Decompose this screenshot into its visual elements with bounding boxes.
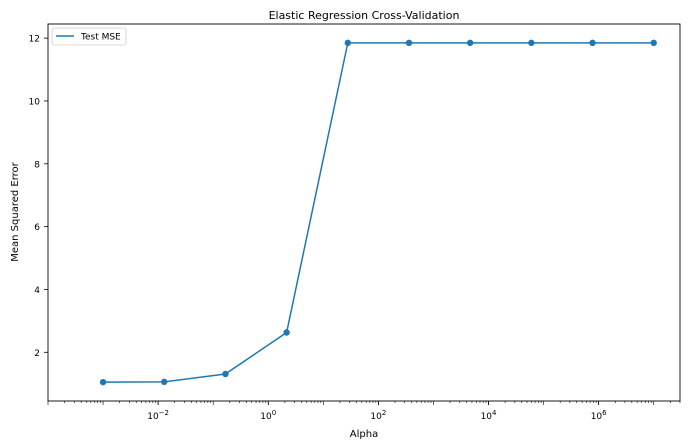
x-tick-label: 106	[591, 409, 607, 422]
y-tick-label: 12	[29, 35, 40, 45]
x-tick-label: 102	[370, 409, 386, 422]
series-line	[103, 42, 654, 383]
legend: Test MSE	[51, 27, 127, 46]
y-axis-label: Mean Squared Error	[10, 161, 21, 261]
data-point	[650, 39, 657, 47]
data-point	[344, 39, 352, 47]
y-tick-label: 2	[34, 349, 40, 359]
axis-ticks: 2 4 6 8 10 12 10−2 100 102 104 106	[29, 35, 681, 422]
data-point	[99, 378, 107, 386]
data-point	[528, 39, 535, 47]
legend-box	[51, 27, 127, 46]
data-point	[161, 378, 168, 386]
legend-label: Test MSE	[80, 33, 121, 43]
y-tick-label: 10	[29, 97, 41, 107]
data-point	[283, 329, 290, 336]
data-point	[222, 370, 229, 378]
y-tick-label: 8	[34, 160, 40, 170]
series-layer	[99, 39, 657, 386]
data-point	[589, 39, 596, 47]
y-tick-label: 6	[34, 223, 40, 233]
x-axis-label: Alpha	[350, 429, 378, 440]
x-tick-label: 104	[481, 409, 497, 422]
y-tick-label: 4	[34, 286, 40, 296]
plot-frame	[47, 23, 681, 402]
data-point	[466, 39, 474, 47]
data-point	[405, 39, 413, 47]
x-tick-label: 100	[260, 409, 276, 422]
chart-title: Elastic Regression Cross-Validation	[269, 9, 460, 22]
x-tick-label: 10−2	[147, 409, 169, 422]
